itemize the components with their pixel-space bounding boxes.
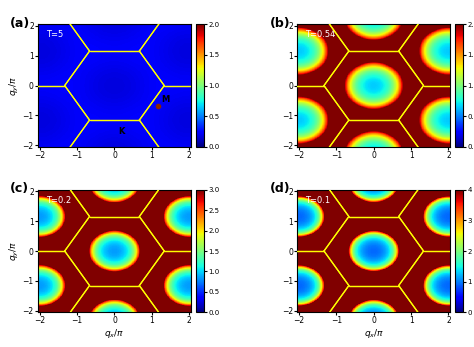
Text: (a): (a) [10, 17, 31, 30]
Text: (b): (b) [270, 17, 290, 30]
Text: T=5: T=5 [46, 31, 63, 40]
X-axis label: $q_x/\pi$: $q_x/\pi$ [364, 327, 384, 340]
Text: T=0.1: T=0.1 [305, 196, 330, 205]
Y-axis label: $q_y/\pi$: $q_y/\pi$ [8, 75, 21, 96]
Y-axis label: $q_y/\pi$: $q_y/\pi$ [8, 241, 21, 261]
Text: T=0.2: T=0.2 [46, 196, 71, 205]
Text: M: M [161, 95, 170, 104]
Text: T=0.54: T=0.54 [305, 31, 335, 40]
Text: (c): (c) [10, 183, 29, 195]
Text: (d): (d) [270, 183, 290, 195]
X-axis label: $q_x/\pi$: $q_x/\pi$ [104, 327, 125, 340]
Text: K: K [118, 127, 125, 136]
